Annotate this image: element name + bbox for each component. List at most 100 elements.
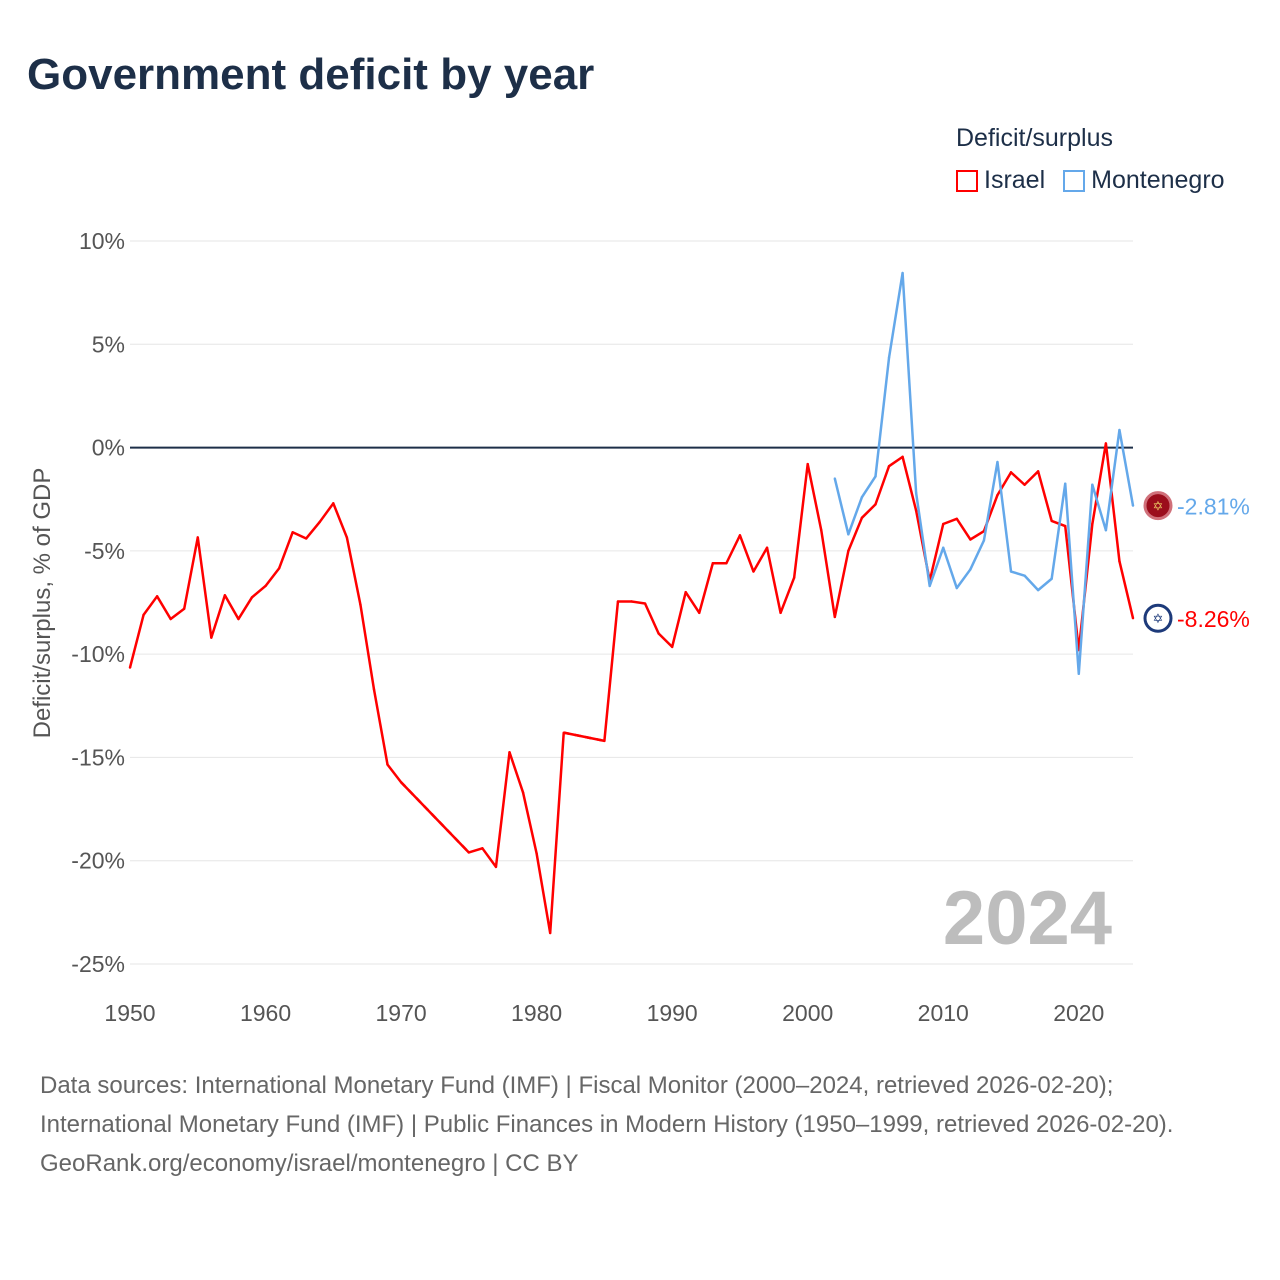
x-tick-label: 1960: [240, 1000, 291, 1026]
data-point-montenegro: [996, 460, 999, 464]
data-point-israel: [548, 931, 552, 935]
x-tick-label: 1950: [104, 1000, 155, 1026]
line-chart: 10% 5% 0% -5% -10% -15% -20% -25% 1950 1960 1970 19…: [29, 228, 1250, 1026]
data-point-israel: [1009, 471, 1013, 474]
series-line-israel: [563, 442, 1135, 743]
data-point-israel: [372, 688, 376, 691]
x-tick-label: 1980: [511, 1000, 562, 1026]
data-point-israel: [521, 791, 525, 794]
data-point-israel: [670, 645, 674, 649]
y-tick-label: 5%: [92, 331, 125, 357]
data-point-montenegro: [1104, 529, 1108, 532]
legend-label-montenegro: Montenegro: [1091, 166, 1225, 194]
data-point-israel: [792, 576, 796, 579]
end-label-israel: -8.26%: [1177, 606, 1250, 632]
data-point-montenegro: [1023, 574, 1026, 577]
data-point-israel: [643, 602, 647, 605]
data-point-israel: [386, 763, 389, 766]
data-point-israel: [155, 595, 159, 598]
data-sources: Data sources: International Monetary Fun…: [40, 1072, 1174, 1138]
x-tick-label: 1990: [647, 1000, 698, 1026]
flag-icon-israel: [1143, 603, 1173, 633]
data-point-israel: [508, 751, 511, 754]
y-tick-label: -10%: [71, 641, 125, 667]
series-line-israel: [128, 502, 403, 783]
data-point-israel: [874, 503, 877, 506]
data-point-israel: [725, 562, 728, 565]
legend: Israel Montenegro: [956, 166, 1225, 195]
data-point-montenegro: [1091, 483, 1094, 486]
data-point-israel: [738, 534, 742, 537]
data-point-israel: [833, 615, 837, 619]
data-point-israel: [1104, 442, 1108, 445]
data-point-montenegro: [942, 546, 945, 549]
data-point-israel: [1036, 470, 1040, 473]
data-point-israel: [955, 517, 958, 521]
data-point-israel: [698, 611, 701, 615]
data-point-montenegro: [914, 491, 918, 495]
data-point-israel: [142, 613, 145, 617]
data-point-israel: [128, 666, 132, 669]
data-point-israel: [779, 611, 782, 615]
data-point-israel: [942, 522, 945, 526]
data-point-israel: [1023, 483, 1026, 486]
data-point-montenegro: [887, 356, 891, 359]
data-point-israel: [264, 584, 267, 588]
data-point-montenegro: [1009, 570, 1013, 573]
data-point-israel: [305, 537, 308, 540]
data-point-israel: [1091, 522, 1094, 526]
data-point-israel: [806, 462, 809, 466]
data-point-israel: [752, 570, 755, 573]
data-point-israel: [969, 538, 972, 541]
data-point-israel: [494, 865, 498, 869]
flag-icon-montenegro: [1143, 491, 1173, 521]
data-point-montenegro: [1131, 504, 1135, 507]
legend-item-israel[interactable]: Israel: [956, 166, 1045, 195]
data-point-israel: [603, 739, 606, 743]
data-point-israel: [684, 590, 687, 594]
x-tick-label: 2000: [782, 1000, 833, 1026]
data-point-montenegro: [1064, 482, 1067, 485]
data-point-israel: [562, 731, 565, 734]
data-point-israel: [901, 455, 904, 459]
flag-emblem-israel: ✡: [1153, 611, 1164, 626]
data-point-israel: [345, 536, 349, 539]
data-point-montenegro: [901, 271, 904, 275]
data-point-israel: [914, 509, 918, 512]
data-point-israel: [481, 847, 484, 850]
data-point-israel: [250, 596, 254, 599]
y-tick-label: -5%: [84, 538, 125, 564]
data-point-israel: [1131, 616, 1135, 620]
data-point-israel: [535, 852, 538, 855]
data-point-israel: [291, 531, 294, 534]
data-point-israel: [765, 546, 769, 549]
y-tick-label: 10%: [79, 228, 125, 254]
data-point-israel: [1050, 519, 1053, 523]
y-tick-label: -25%: [71, 951, 125, 977]
y-tick-label: -20%: [71, 848, 125, 874]
legend-swatch-montenegro: [1063, 169, 1086, 192]
data-point-israel: [196, 536, 199, 539]
data-point-montenegro: [1077, 672, 1080, 675]
data-point-montenegro: [1036, 588, 1040, 592]
data-point-montenegro: [1118, 428, 1121, 432]
legend-label-israel: Israel: [984, 166, 1046, 194]
legend-swatch-israel: [956, 169, 978, 192]
x-tick-label: 1970: [375, 1000, 426, 1026]
x-tick-label: 2020: [1053, 1000, 1104, 1026]
data-point-israel: [657, 632, 660, 635]
y-axis-label: Deficit/surplus, % of GDP: [29, 468, 56, 739]
data-point-montenegro: [860, 495, 864, 499]
credit-link[interactable]: GeoRank.org/economy/israel/montenegro | …: [40, 1150, 579, 1177]
data-point-israel: [887, 464, 891, 468]
data-point-israel: [359, 603, 362, 606]
series-line-montenegro: [833, 271, 1135, 676]
data-point-israel: [183, 607, 186, 610]
data-point-israel: [223, 594, 227, 597]
data-point-israel: [847, 549, 850, 553]
data-point-israel: [318, 520, 321, 524]
data-point-montenegro: [982, 539, 986, 542]
legend-title: Deficit/surplus: [956, 124, 1113, 152]
legend-item-montenegro[interactable]: Montenegro: [1063, 166, 1225, 195]
data-point-israel: [332, 502, 335, 505]
